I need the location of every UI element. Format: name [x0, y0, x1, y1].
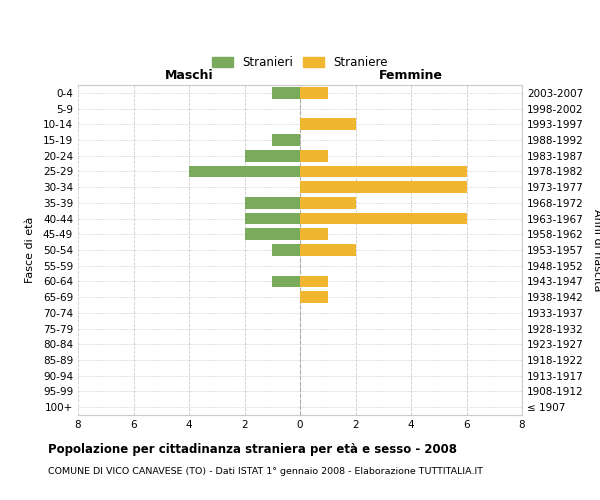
Bar	[300, 212, 467, 224]
Bar	[245, 197, 300, 209]
Text: Maschi: Maschi	[164, 68, 214, 82]
Text: Popolazione per cittadinanza straniera per età e sesso - 2008: Popolazione per cittadinanza straniera p…	[48, 442, 457, 456]
Bar	[272, 87, 300, 99]
Bar	[272, 276, 300, 287]
Bar	[300, 166, 467, 177]
Bar	[300, 291, 328, 303]
Bar	[300, 181, 467, 193]
Y-axis label: Fasce di età: Fasce di età	[25, 217, 35, 283]
Bar	[300, 244, 355, 256]
Bar	[189, 166, 300, 177]
Bar	[245, 150, 300, 162]
Bar	[300, 87, 328, 99]
Bar	[272, 134, 300, 146]
Legend: Stranieri, Straniere: Stranieri, Straniere	[207, 52, 393, 74]
Text: Femmine: Femmine	[379, 68, 443, 82]
Bar	[245, 212, 300, 224]
Bar	[300, 276, 328, 287]
Bar	[300, 197, 355, 209]
Text: COMUNE DI VICO CANAVESE (TO) - Dati ISTAT 1° gennaio 2008 - Elaborazione TUTTITA: COMUNE DI VICO CANAVESE (TO) - Dati ISTA…	[48, 468, 483, 476]
Bar	[300, 150, 328, 162]
Bar	[300, 228, 328, 240]
Bar	[245, 228, 300, 240]
Bar	[300, 118, 355, 130]
Y-axis label: Anni di nascita: Anni di nascita	[592, 209, 600, 291]
Bar	[272, 244, 300, 256]
